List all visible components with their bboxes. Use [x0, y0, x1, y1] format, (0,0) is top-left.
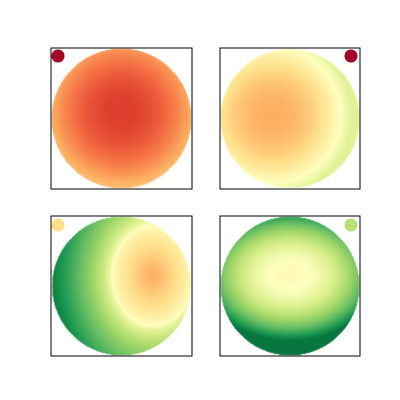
axes-frame: [50, 47, 193, 190]
marker-dot: [51, 49, 65, 63]
axes-frame: [50, 215, 193, 357]
axes-frame: [219, 47, 361, 190]
panel-top-left: [50, 47, 193, 190]
axes-frame: [219, 215, 361, 357]
heatmap-disk: [51, 48, 192, 189]
panel-top-right: [219, 47, 361, 190]
heatmap-disk: [220, 216, 360, 356]
heatmap-disk: [51, 216, 192, 356]
marker-dot: [344, 218, 358, 232]
marker-dot: [344, 49, 358, 63]
marker-dot: [51, 218, 65, 232]
panel-bottom-right: [219, 215, 361, 357]
heatmap-disk: [220, 48, 360, 189]
panel-bottom-left: [50, 215, 193, 357]
